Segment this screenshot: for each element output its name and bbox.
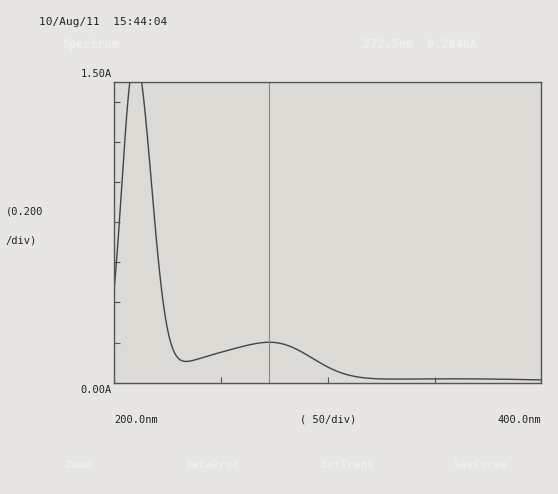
Text: /div): /div) — [6, 236, 37, 246]
Text: Spectrum: Spectrum — [62, 38, 119, 51]
Text: 200.0nm: 200.0nm — [114, 415, 158, 425]
Text: 272.5nm  0.2046A: 272.5nm 0.2046A — [363, 38, 477, 51]
Text: ExtTrans: ExtTrans — [320, 459, 374, 470]
Text: Zoom: Zoom — [65, 459, 92, 470]
Text: 10/Aug/11  15:44:04: 10/Aug/11 15:44:04 — [39, 17, 167, 27]
Text: 1.50A: 1.50A — [80, 69, 112, 79]
Text: DataProc: DataProc — [185, 459, 239, 470]
Text: (0.200: (0.200 — [6, 206, 43, 216]
Text: SavCurve: SavCurve — [453, 459, 507, 470]
Text: 400.0nm: 400.0nm — [498, 415, 541, 425]
Text: 0.00A: 0.00A — [80, 385, 112, 395]
Text: ( 50/div): ( 50/div) — [300, 415, 356, 425]
